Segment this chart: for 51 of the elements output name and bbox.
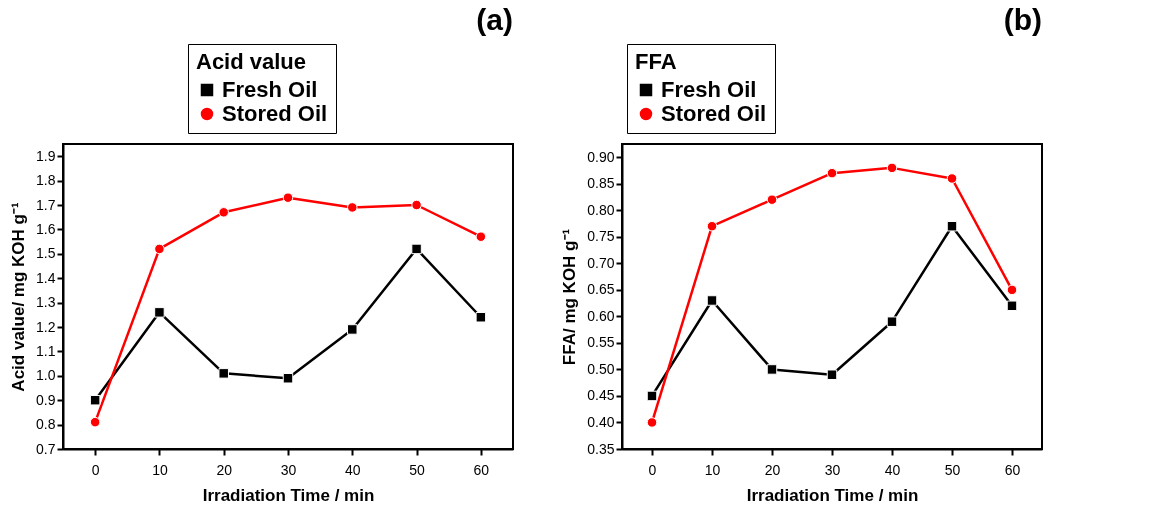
- legend-label: Stored Oil: [222, 101, 328, 126]
- legend-title: FFA: [635, 49, 677, 74]
- legend-label: Fresh Oil: [661, 77, 757, 102]
- y-tick-label: 0.70: [587, 254, 615, 271]
- text: (b): [1003, 2, 1042, 36]
- x-tick-label: 20: [216, 461, 233, 478]
- x-axis-title: Irradiation Time / min: [202, 485, 375, 505]
- y-tick-label: 0.8: [36, 416, 56, 433]
- legend-label: Fresh Oil: [222, 77, 318, 102]
- x-tick-label: 20: [764, 461, 781, 478]
- y-tick-label: 0.75: [587, 228, 615, 245]
- y-tick-label: 0.9: [36, 391, 56, 408]
- x-tick-label: 0: [91, 461, 100, 478]
- x-tick-label: 30: [824, 461, 841, 478]
- x-tick-label: 50: [944, 461, 961, 478]
- y-tick-label: 1.4: [36, 269, 56, 286]
- y-tick-label: 1.9: [36, 147, 56, 164]
- y-tick-label: 0.55: [587, 334, 615, 351]
- y-tick-label: 1.7: [36, 196, 56, 213]
- y-tick-label: 0.90: [587, 148, 615, 165]
- y-tick-label: 0.45: [587, 387, 615, 404]
- x-tick-label: 60: [473, 461, 490, 478]
- y-tick-label: 1.1: [36, 342, 56, 359]
- y-tick-label: 0.80: [587, 201, 615, 218]
- y-tick-label: 0.60: [587, 307, 615, 324]
- y-tick-label: 0.65: [587, 281, 615, 298]
- y-tick-label: 0.50: [587, 360, 615, 377]
- y-tick-label: 1.5: [36, 245, 56, 262]
- y-tick-label: 1.8: [36, 172, 56, 189]
- x-tick-label: 60: [1004, 461, 1021, 478]
- y-tick-label: 1.2: [36, 318, 56, 335]
- x-tick-label: 10: [152, 461, 168, 478]
- y-tick-label: 0.40: [587, 413, 615, 430]
- x-tick-label: 30: [280, 461, 297, 478]
- legend-label: Stored Oil: [661, 101, 767, 126]
- x-tick-label: 10: [704, 461, 721, 478]
- x-tick-label: 50: [409, 461, 426, 478]
- x-axis-title: Irradiation Time / min: [746, 485, 919, 505]
- x-tick-label: 40: [884, 461, 901, 478]
- x-tick-label: 40: [345, 461, 361, 478]
- y-tick-label: 0.35: [587, 440, 615, 457]
- text: (a): [476, 2, 513, 36]
- y-axis-title: Acid value/ mg KOH g⁻¹: [9, 202, 29, 392]
- x-tick-label: 0: [648, 461, 657, 478]
- y-tick-label: 1.6: [36, 220, 56, 237]
- y-axis-title: FFA/ mg KOH g⁻¹: [560, 228, 580, 366]
- y-tick-label: 0.7: [36, 440, 56, 457]
- legend-title: Acid value: [196, 49, 307, 74]
- y-tick-label: 0.85: [587, 175, 615, 192]
- y-tick-label: 1.3: [36, 294, 56, 311]
- y-tick-label: 1.0: [36, 367, 56, 384]
